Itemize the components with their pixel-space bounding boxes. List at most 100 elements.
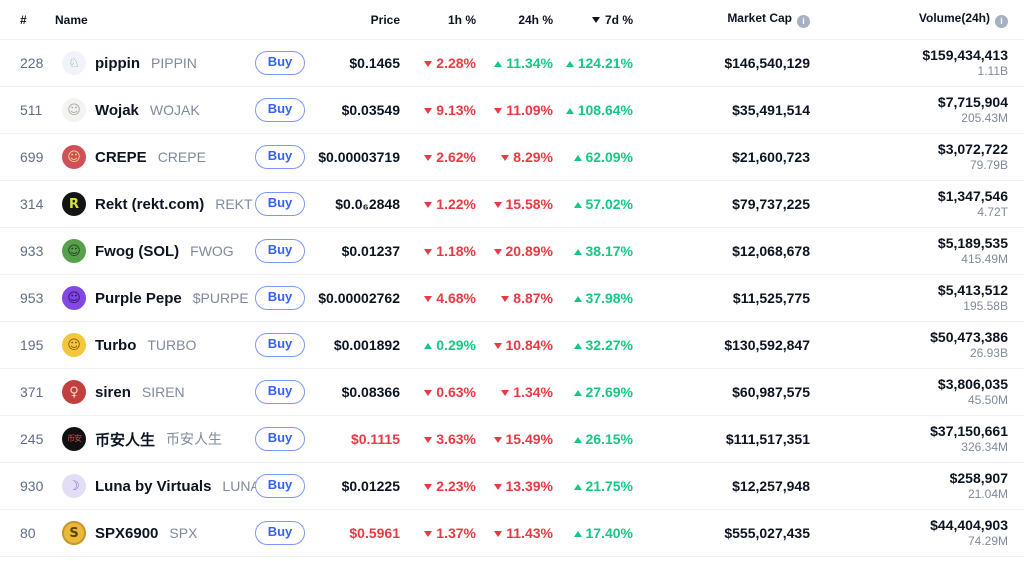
buy-button[interactable]: Buy	[254, 333, 306, 357]
volume-native: 74.29M	[967, 534, 1008, 548]
market-cap-info-icon[interactable]	[797, 14, 810, 28]
coin-symbol: $PURPE	[192, 290, 249, 306]
change-7d: 57.02%	[574, 196, 633, 212]
coin-name-cell[interactable]: ♘ pippin PIPPIN	[55, 39, 245, 87]
volume-info-icon[interactable]	[995, 14, 1008, 28]
coin-logo-icon: ☺	[62, 239, 86, 263]
buy-button[interactable]: Buy	[254, 192, 306, 216]
buy-button[interactable]: Buy	[254, 474, 306, 498]
change-24h-cell: 1.34%	[486, 368, 563, 416]
change-1h: 9.13%	[424, 102, 476, 118]
coin-name-cell[interactable]: ☺ Fwog (SOL) FWOG	[55, 227, 245, 275]
coin-logo-icon: ♀	[62, 380, 86, 404]
buy-button[interactable]: Buy	[254, 98, 306, 122]
coin-price: $0.03549	[341, 102, 400, 118]
table-row: 953 ☺ Purple Pepe $PURPE Buy $0.00002762…	[0, 274, 1024, 322]
coin-name: Fwog (SOL)	[95, 242, 180, 260]
change-1h-cell: 1.18%	[410, 227, 486, 275]
col-header-7d[interactable]: 7d %	[563, 0, 643, 40]
buy-button[interactable]: Buy	[254, 239, 306, 263]
col-header-24h[interactable]: 24h %	[486, 0, 563, 40]
change-24h-cell: 15.58%	[486, 180, 563, 228]
volume-usd: $7,715,904	[937, 94, 1008, 110]
coin-rank: 511	[0, 86, 55, 134]
change-1h: 1.18%	[424, 243, 476, 259]
buy-cell: Buy	[245, 274, 315, 322]
change-1h: 3.63%	[424, 431, 476, 447]
coin-price: $0.1115	[350, 431, 400, 447]
price-cell: $0.00002762	[315, 274, 410, 322]
coin-name-cell[interactable]: ♀ siren SIREN	[55, 368, 245, 416]
col-header-name[interactable]: Name	[55, 0, 245, 40]
sort-desc-caret-icon	[591, 16, 600, 23]
change-1h-cell: 1.37%	[410, 509, 486, 557]
change-24h-cell: 10.84%	[486, 321, 563, 369]
buy-cell: Buy	[245, 133, 315, 181]
coin-rank: 245	[0, 415, 55, 463]
buy-button[interactable]: Buy	[254, 380, 306, 404]
coin-name-cell[interactable]: ☺ Purple Pepe $PURPE	[55, 274, 249, 322]
coin-price: $0.00002762	[318, 290, 400, 306]
volume-cell: $44,404,903 74.29M	[820, 509, 1024, 557]
table-row: 245 币安 币安人生 币安人生 Buy $0.1115 3.63% 15.49…	[0, 415, 1024, 463]
volume-native: 21.04M	[967, 487, 1008, 501]
buy-button[interactable]: Buy	[254, 51, 306, 75]
coin-name-cell[interactable]: ☽ Luna by Virtuals LUNA	[55, 462, 260, 510]
buy-button[interactable]: Buy	[254, 521, 306, 545]
market-cap-cell: $60,987,575	[643, 368, 820, 416]
coin-rank: 699	[0, 133, 55, 181]
buy-cell: Buy	[245, 39, 315, 87]
table-row: 933 ☺ Fwog (SOL) FWOG Buy $0.01237 1.18%…	[0, 227, 1024, 275]
buy-cell: Buy	[245, 86, 315, 134]
change-1h-cell: 4.68%	[410, 274, 486, 322]
table-row: 511 ☺ Wojak WOJAK Buy $0.03549 9.13% 11.…	[0, 86, 1024, 134]
coin-logo-icon: ☺	[62, 286, 86, 310]
coin-logo-icon: ☺	[62, 333, 86, 357]
coin-symbol: REKT	[215, 196, 253, 212]
col-header-rank[interactable]: #	[0, 0, 55, 40]
buy-button[interactable]: Buy	[254, 286, 306, 310]
coin-name-cell[interactable]: 币安 币安人生 币安人生	[55, 415, 245, 463]
change-7d: 26.15%	[574, 431, 633, 447]
market-cap-cell: $21,600,723	[643, 133, 820, 181]
col-header-volume-label: Volume(24h)	[918, 11, 990, 26]
coin-symbol: SPX	[169, 525, 198, 541]
buy-cell: Buy	[245, 462, 315, 510]
table-row: 228 ♘ pippin PIPPIN Buy $0.1465 2.28% 11…	[0, 39, 1024, 87]
coin-name-cell[interactable]: S SPX6900 SPX	[55, 509, 245, 557]
volume-cell: $1,347,546 4.72T	[820, 180, 1024, 228]
change-1h: 1.37%	[424, 525, 476, 541]
buy-button[interactable]: Buy	[254, 427, 306, 451]
volume-cell: $258,907 21.04M	[820, 462, 1024, 510]
price-cell: $0.03549	[315, 86, 410, 134]
price-cell: $0.001892	[315, 321, 410, 369]
table-row: 930 ☽ Luna by Virtuals LUNA Buy $0.01225…	[0, 462, 1024, 510]
volume-native: 26.93B	[969, 346, 1008, 360]
col-header-1h[interactable]: 1h %	[410, 0, 486, 40]
coin-name-cell[interactable]: ☺ CREPE CREPE	[55, 133, 245, 181]
change-24h: 11.34%	[494, 55, 553, 71]
coin-name-cell[interactable]: ☺ Turbo TURBO	[55, 321, 245, 369]
change-7d: 27.69%	[574, 384, 633, 400]
change-1h: 4.68%	[424, 290, 476, 306]
change-24h: 11.43%	[494, 525, 553, 541]
coin-symbol: 币安人生	[166, 431, 223, 447]
change-24h-cell: 8.29%	[486, 133, 563, 181]
col-header-market-cap[interactable]: Market Cap	[643, 0, 820, 40]
coin-name-cell[interactable]: ☺ Wojak WOJAK	[55, 86, 245, 134]
volume-native: 205.43M	[961, 111, 1008, 125]
volume-cell: $3,072,722 79.79B	[820, 133, 1024, 181]
market-cap-cell: $111,517,351	[643, 415, 820, 463]
table-row: 699 ☺ CREPE CREPE Buy $0.00003719 2.62% …	[0, 133, 1024, 181]
table-row: 371 ♀ siren SIREN Buy $0.08366 0.63% 1.3…	[0, 368, 1024, 416]
buy-button[interactable]: Buy	[254, 145, 306, 169]
market-cap-cell: $130,592,847	[643, 321, 820, 369]
col-header-volume[interactable]: Volume(24h)	[820, 0, 1024, 40]
volume-usd: $5,413,512	[937, 282, 1008, 298]
market-cap-cell: $146,540,129	[643, 39, 820, 87]
col-header-price[interactable]: Price	[315, 0, 410, 40]
change-24h: 13.39%	[494, 478, 553, 494]
coin-name-cell[interactable]: R Rekt (rekt.com) REKT	[55, 180, 253, 228]
market-cap-cell: $35,491,514	[643, 86, 820, 134]
